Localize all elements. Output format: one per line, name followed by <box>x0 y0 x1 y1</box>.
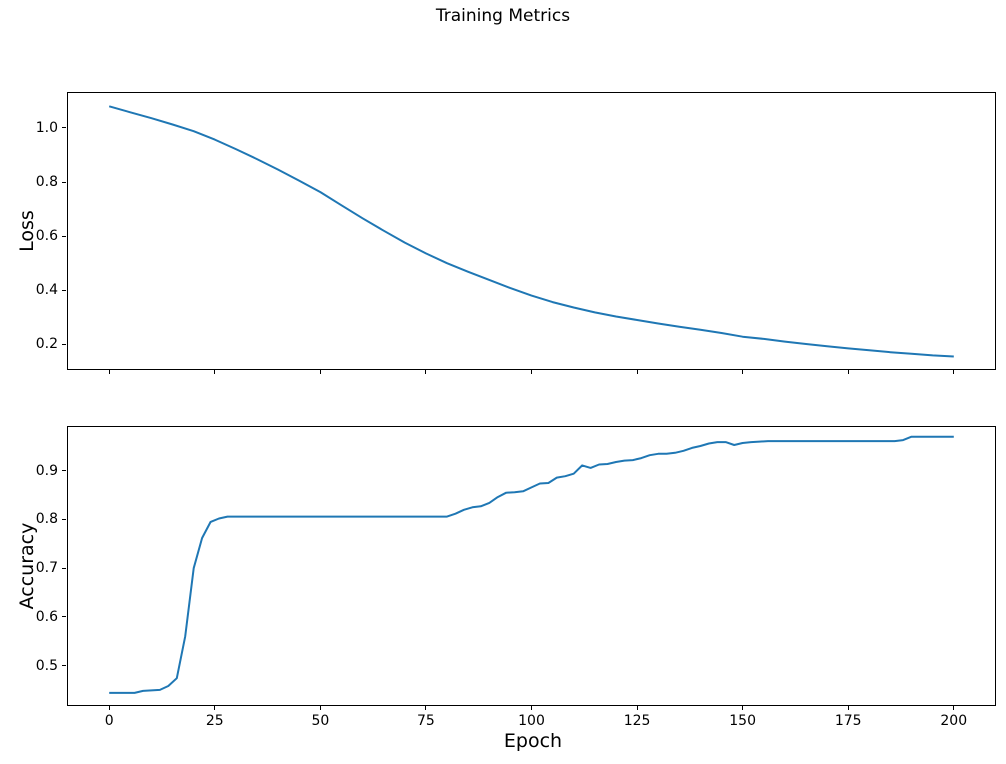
loss-series-line <box>108 105 954 358</box>
figure-title: Training Metrics <box>435 6 571 26</box>
loss-x-tick-mark <box>847 370 849 374</box>
x-axis-label: Epoch <box>503 730 563 752</box>
accuracy-x-tick-label: 25 <box>205 713 224 729</box>
accuracy-y-tick-label: 0.6 <box>35 608 58 625</box>
loss-y-tick-mark <box>62 235 66 237</box>
loss-subplot-plot-area <box>67 92 996 370</box>
accuracy-x-tick-mark <box>425 706 427 710</box>
accuracy-line-chart <box>109 435 954 694</box>
accuracy-y-tick-label: 0.9 <box>35 462 58 479</box>
accuracy-x-tick-mark <box>108 706 110 710</box>
accuracy-y-tick-mark <box>62 470 66 472</box>
accuracy-x-tick-label: 75 <box>417 713 435 729</box>
accuracy-x-tick-mark <box>319 706 321 710</box>
loss-x-tick-mark <box>108 370 110 374</box>
loss-y-tick-mark <box>62 127 66 129</box>
accuracy-y-tick-mark <box>62 665 66 667</box>
accuracy-x-tick-label: 175 <box>834 713 862 729</box>
accuracy-x-tick-label: 50 <box>311 713 330 729</box>
accuracy-x-tick-mark <box>847 706 849 710</box>
loss-y-tick-label: 0.2 <box>35 336 58 353</box>
loss-x-tick-mark <box>742 370 744 374</box>
accuracy-x-tick-label: 200 <box>940 713 968 729</box>
loss-x-tick-mark <box>425 370 427 374</box>
accuracy-x-tick-label: 150 <box>729 713 756 729</box>
accuracy-y-tick-label: 0.7 <box>35 560 58 577</box>
loss-y-tick-label: 0.8 <box>35 174 58 191</box>
loss-y-tick-mark <box>62 343 66 345</box>
accuracy-x-tick-mark <box>531 706 532 710</box>
accuracy-y-tick-mark <box>62 518 66 520</box>
accuracy-y-tick-mark <box>62 616 66 618</box>
accuracy-x-tick-label: 100 <box>518 713 545 729</box>
loss-y-tick-mark <box>62 181 66 183</box>
loss-y-tick-label: 0.6 <box>35 228 58 245</box>
accuracy-x-tick-mark <box>953 706 955 710</box>
accuracy-subplot-plot-area <box>67 426 996 706</box>
loss-y-tick-mark <box>62 289 66 291</box>
accuracy-x-tick-label: 125 <box>623 713 651 729</box>
loss-y-tick-label: 0.4 <box>35 282 58 299</box>
accuracy-y-tick-label: 0.5 <box>35 657 58 674</box>
loss-x-tick-mark <box>636 370 638 374</box>
accuracy-x-tick-mark <box>742 706 744 710</box>
loss-line-chart <box>108 105 954 358</box>
accuracy-y-tick-label: 0.8 <box>35 511 58 528</box>
accuracy-y-tick-mark <box>62 567 66 569</box>
accuracy-x-tick-label: 0 <box>104 713 114 729</box>
accuracy-series-line <box>109 435 954 694</box>
accuracy-x-tick-mark <box>636 706 638 710</box>
loss-y-tick-label: 1.0 <box>35 119 58 136</box>
loss-x-tick-mark <box>319 370 321 374</box>
loss-x-tick-mark <box>953 370 955 374</box>
accuracy-x-tick-mark <box>214 706 216 710</box>
loss-x-tick-mark <box>214 370 216 374</box>
loss-x-tick-mark <box>531 370 532 374</box>
